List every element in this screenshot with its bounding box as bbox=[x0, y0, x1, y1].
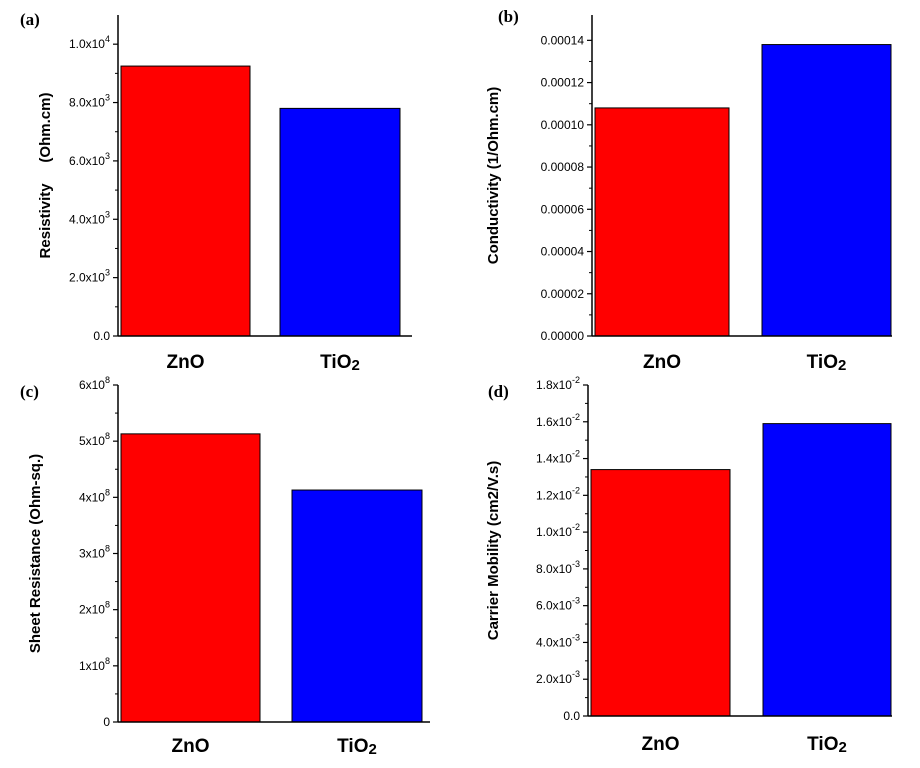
y-tick-label: 8.0x10-3 bbox=[536, 559, 580, 576]
chart-panel-4: 0.0 2.0x10-3 4.0x10-3 6.0x10-3 8.0x10-3 1.0x1… bbox=[485, 375, 892, 756]
x-category-label-tio2: TiO2 bbox=[320, 352, 360, 374]
y-tick-label: 1.4x10-2 bbox=[536, 449, 580, 466]
bar-zno bbox=[590, 469, 731, 717]
chart-panel-2: 0.00000 0.00002 0.00004 0.00006 0.00008 0.000… bbox=[485, 7, 892, 374]
y-tick-label: 6.0x10-3 bbox=[536, 596, 580, 613]
y-tick-label: 4x108 bbox=[79, 487, 110, 504]
panel-label: (d) bbox=[488, 382, 509, 401]
y-tick-label: 2.0x10-3 bbox=[536, 669, 580, 686]
y-tick-label: 0.00002 bbox=[541, 287, 585, 301]
bar-tio2 bbox=[761, 44, 892, 337]
y-tick-label: 0.00004 bbox=[541, 245, 585, 259]
y-tick-label: 0.00010 bbox=[541, 118, 585, 132]
bar-tio2 bbox=[291, 489, 423, 723]
chart-panel-1: 0.0 2.0x103 4.0x103 6.0x103 8.0x103 1.0x104 Zn… bbox=[20, 10, 412, 374]
bar-zno bbox=[120, 65, 251, 337]
y-tick-label: 2x108 bbox=[79, 600, 110, 617]
bar-tio2 bbox=[279, 107, 401, 337]
y-axis-title: Carrier Mobility (cm2/V.s) bbox=[485, 461, 502, 641]
y-tick-label: 4.0x103 bbox=[69, 209, 110, 226]
y-tick-label: 3x108 bbox=[79, 544, 110, 561]
y-tick-label: 2.0x103 bbox=[69, 268, 110, 285]
y-tick-label: 1.6x10-2 bbox=[536, 412, 580, 429]
y-tick-label: 6.0x103 bbox=[69, 151, 110, 168]
x-category-label-zno: ZnO bbox=[643, 352, 681, 373]
y-tick-label: 6x108 bbox=[79, 375, 110, 392]
y-tick-label: 0.00000 bbox=[541, 329, 585, 343]
y-tick-label: 5x108 bbox=[79, 431, 110, 448]
bar-tio2 bbox=[762, 423, 892, 717]
x-category-label-tio2: TiO2 bbox=[807, 352, 847, 374]
chart-panel-3: 0 1x108 2x108 3x108 4x108 5x108 6x108 ZnO TiO2 Sh… bbox=[20, 375, 430, 758]
bar-zno bbox=[594, 107, 730, 337]
y-tick-label: 1.0x104 bbox=[69, 34, 110, 51]
x-category-label-zno: ZnO bbox=[167, 352, 205, 373]
panel-label: (b) bbox=[498, 7, 519, 26]
y-tick-label: 1.0x10-2 bbox=[536, 522, 580, 539]
x-category-label-zno: ZnO bbox=[642, 734, 680, 755]
panel-label: (c) bbox=[20, 382, 39, 401]
y-tick-label: 1x108 bbox=[79, 656, 110, 673]
y-tick-label: 0.00012 bbox=[541, 76, 585, 90]
y-tick-label: 0 bbox=[103, 715, 110, 729]
y-tick-label: 1.2x10-2 bbox=[536, 485, 580, 502]
x-category-label-tio2: TiO2 bbox=[807, 734, 847, 756]
x-category-label-tio2: TiO2 bbox=[337, 736, 377, 758]
y-tick-label: 0.00008 bbox=[541, 160, 585, 174]
y-axis-title: Sheet Resistance (Ohm-sq.) bbox=[27, 454, 44, 653]
y-tick-label: 0.0 bbox=[93, 329, 110, 343]
y-tick-label: 0.0 bbox=[563, 709, 580, 723]
y-tick-label: 0.00006 bbox=[541, 202, 585, 216]
x-category-label-zno: ZnO bbox=[172, 736, 210, 757]
y-axis-title: Conductivity (1/Ohm.cm) bbox=[485, 87, 502, 265]
y-tick-label: 8.0x103 bbox=[69, 93, 110, 110]
y-tick-label: 4.0x10-3 bbox=[536, 632, 580, 649]
panel-label: (a) bbox=[20, 10, 40, 29]
y-tick-label: 0.00014 bbox=[541, 33, 585, 47]
bar-zno bbox=[120, 433, 261, 723]
y-axis-title: Resistivity (Ohm.cm) bbox=[37, 93, 54, 259]
y-tick-label: 1.8x10-2 bbox=[536, 375, 580, 392]
